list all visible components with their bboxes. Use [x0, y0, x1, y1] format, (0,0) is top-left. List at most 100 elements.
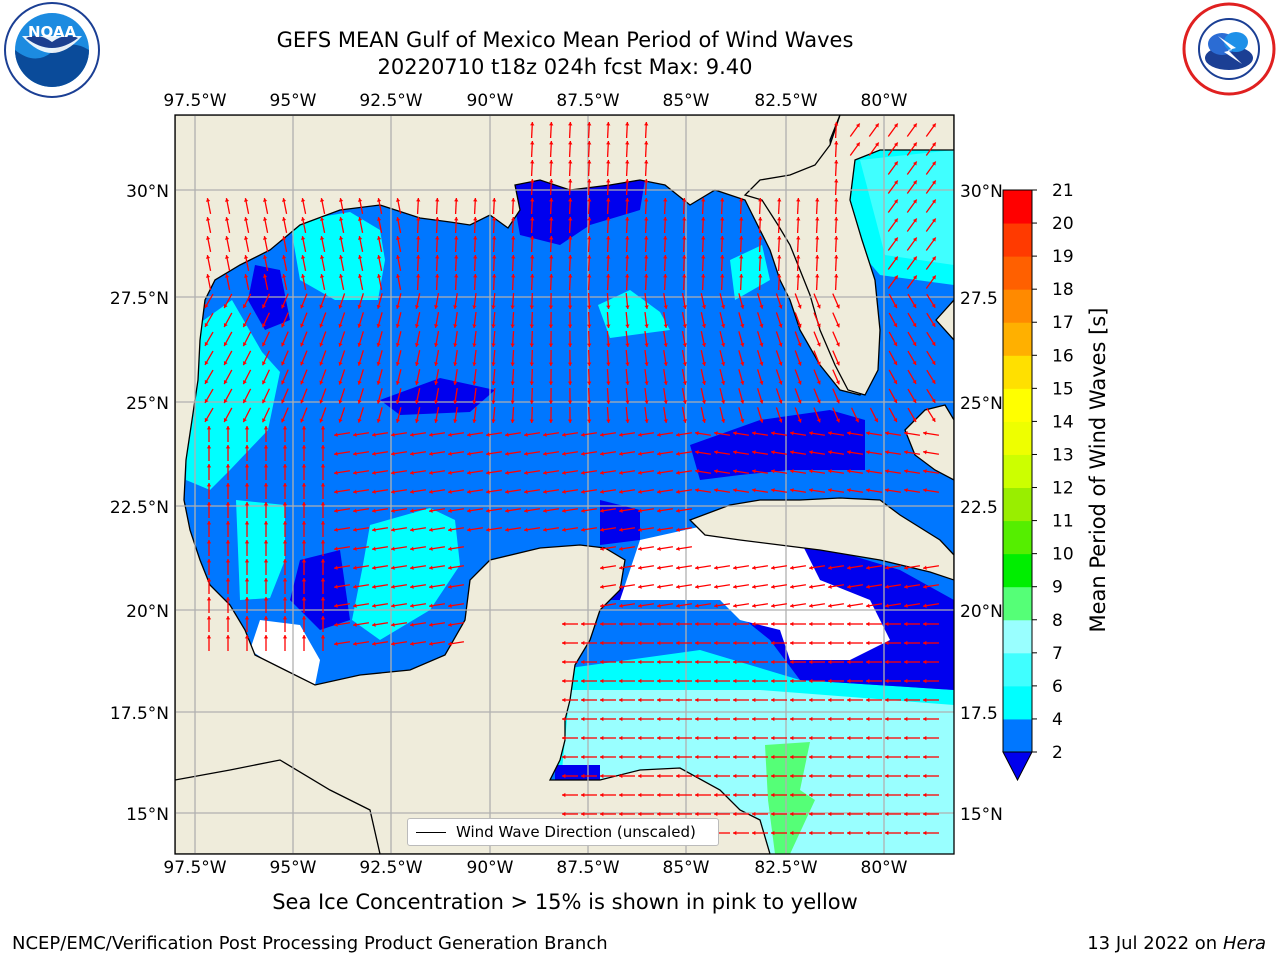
- colorbar-tick-label: 2: [1052, 743, 1063, 763]
- wave-arrow-head: [790, 716, 794, 722]
- wave-arrow-head: [486, 527, 490, 532]
- wave-arrow-head: [244, 578, 250, 582]
- wave-arrow-head: [548, 324, 554, 328]
- wave-arrow-head: [771, 697, 775, 703]
- wave-arrow-head: [414, 419, 420, 423]
- wave-arrow-head: [548, 400, 554, 404]
- svg-text:80°W: 80°W: [861, 858, 908, 878]
- wave-arrow-head: [338, 198, 344, 202]
- wave-arrow-head: [931, 199, 936, 204]
- wave-arrow-head: [429, 584, 433, 589]
- wave-arrow-head: [885, 678, 889, 684]
- wave-arrow-head: [714, 450, 718, 455]
- wave-arrow-head: [225, 483, 231, 487]
- wave-arrow-head: [912, 303, 917, 308]
- wave-arrow-head: [847, 469, 851, 474]
- wave-arrow-head: [410, 527, 414, 532]
- wave-arrow-head: [809, 792, 813, 798]
- wave-arrow-head: [912, 123, 917, 128]
- wave-arrow-head: [701, 305, 707, 309]
- legend: Wind Wave Direction (unscaled): [407, 818, 719, 846]
- wave-arrow-head: [720, 236, 725, 240]
- wave-arrow-head: [282, 616, 288, 620]
- wave-arrow-head: [600, 811, 604, 817]
- wave-arrow-head: [414, 343, 420, 347]
- wave-arrow-head: [739, 236, 744, 240]
- wave-arrow-head: [931, 180, 936, 185]
- wave-arrow-head: [809, 773, 813, 779]
- wave-arrow-head: [638, 603, 642, 608]
- wave-arrow-head: [319, 380, 324, 385]
- wave-arrow-head: [549, 122, 554, 126]
- wave-arrow-head: [223, 323, 228, 328]
- wave-arrow-head: [676, 735, 680, 741]
- wave-arrow-head: [353, 603, 357, 608]
- wave-arrow-head: [758, 198, 763, 202]
- wave-arrow-head: [562, 640, 566, 646]
- wave-arrow-head: [695, 811, 699, 817]
- wave-arrow-head: [790, 431, 794, 436]
- colorbar-segment: [1003, 487, 1032, 522]
- wave-arrow-head: [828, 792, 832, 798]
- wave-arrow-head: [733, 621, 737, 627]
- wave-arrow-head: [206, 483, 212, 487]
- wave-arrow-head: [453, 381, 458, 385]
- wave-arrow-head: [225, 445, 231, 449]
- wave-arrow-head: [568, 255, 573, 259]
- wave-arrow-head: [244, 616, 250, 620]
- colorbar-segment: [1003, 652, 1032, 687]
- wave-arrow-head: [587, 160, 592, 164]
- wave-arrow-head: [923, 830, 927, 836]
- wave-arrow-head: [885, 773, 889, 779]
- wave-arrow-head: [300, 399, 305, 404]
- wave-arrow-head: [777, 217, 782, 221]
- wave-arrow-head: [828, 716, 832, 722]
- wave-arrow-head: [472, 362, 477, 366]
- wave-arrow-head: [263, 464, 269, 468]
- wave-arrow-head: [353, 432, 357, 437]
- wave-arrow-head: [416, 255, 421, 259]
- wave-arrow-head: [606, 381, 611, 385]
- colorbar-segment: [1003, 586, 1032, 621]
- wave-arrow-head: [847, 716, 851, 722]
- wave-arrow-head: [701, 324, 707, 328]
- wave-arrow-head: [606, 217, 611, 221]
- wave-arrow-head: [224, 217, 230, 221]
- wave-arrow-head: [619, 527, 623, 532]
- wave-arrow-head: [410, 641, 414, 646]
- wave-arrow-head: [549, 198, 554, 202]
- noaa-logo: NOAA: [4, 2, 100, 98]
- wave-arrow-head: [657, 470, 661, 475]
- wave-arrow-head: [338, 255, 344, 259]
- wave-arrow-head: [714, 640, 718, 646]
- wave-arrow-head: [893, 418, 898, 423]
- wave-arrow-head: [619, 811, 623, 817]
- wave-arrow-head: [300, 304, 305, 309]
- wave-arrow-head: [625, 274, 630, 278]
- wave-arrow-head: [281, 255, 287, 259]
- wave-arrow-head: [454, 255, 459, 259]
- wave-arrow-head: [530, 179, 535, 183]
- wave-arrow-head: [606, 362, 611, 366]
- wave-arrow-head: [619, 697, 623, 703]
- wave-arrow-head: [600, 546, 604, 551]
- wave-arrow-head: [357, 255, 363, 259]
- wave-arrow-head: [429, 432, 433, 437]
- wave-arrow-head: [319, 399, 324, 404]
- period-region-max: [765, 742, 815, 854]
- wave-arrow-head: [372, 527, 376, 532]
- wave-arrow-head: [524, 470, 528, 475]
- wave-arrow-head: [855, 418, 859, 423]
- wave-arrow-head: [530, 122, 535, 126]
- wave-arrow-head: [263, 597, 269, 601]
- wave-arrow-head: [505, 470, 509, 475]
- wave-arrow-head: [206, 597, 212, 601]
- map-frame: [174, 114, 955, 855]
- wave-arrow-head: [448, 489, 452, 494]
- wave-arrow-head: [828, 697, 832, 703]
- wave-arrow-head: [581, 811, 585, 817]
- wave-arrow-head: [581, 489, 585, 494]
- wave-arrow-head: [486, 489, 490, 494]
- wave-arrow-head: [904, 830, 908, 836]
- wave-arrow-head: [281, 274, 287, 278]
